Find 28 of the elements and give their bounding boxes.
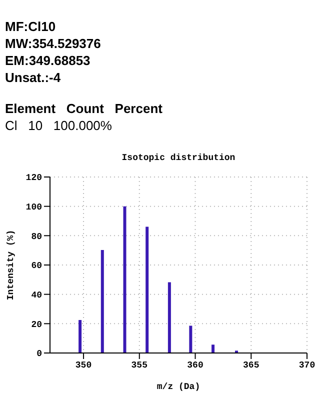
x-tick-label: 350 <box>75 360 92 370</box>
y-tick-label: 20 <box>31 320 42 330</box>
text: Element Count Percent <box>5 100 162 117</box>
chart-title: Isotopic distribution <box>120 153 236 163</box>
text: MF:Cl10 <box>5 18 57 35</box>
y-tick-label: 60 <box>31 261 42 272</box>
bar <box>146 226 149 353</box>
x-axis-title: m/z (Da) <box>156 382 200 392</box>
x-tick-label: 360 <box>187 360 204 370</box>
y-tick-label: 80 <box>31 232 42 242</box>
x-tick-label: 355 <box>131 360 148 370</box>
text: Unsat.:-4 <box>5 69 62 86</box>
bar <box>168 282 171 353</box>
y-tick-label: 100 <box>26 202 42 213</box>
y-tick-label: 40 <box>31 290 42 301</box>
text: EM:349.68853 <box>5 52 92 69</box>
y-tick-label: 0 <box>36 349 42 360</box>
bar <box>212 344 215 353</box>
x-tick-label: 370 <box>298 360 316 370</box>
y-tick-label: 120 <box>26 173 42 184</box>
text: Cl 10 100.000% <box>5 117 113 134</box>
bar <box>189 326 192 353</box>
bar <box>78 320 82 353</box>
x-tick-label: 365 <box>243 360 260 370</box>
text: MW:354.529376 <box>5 35 102 52</box>
bar <box>100 250 104 353</box>
y-axis-title: Intensity (%) <box>6 230 16 300</box>
bar <box>123 206 126 353</box>
